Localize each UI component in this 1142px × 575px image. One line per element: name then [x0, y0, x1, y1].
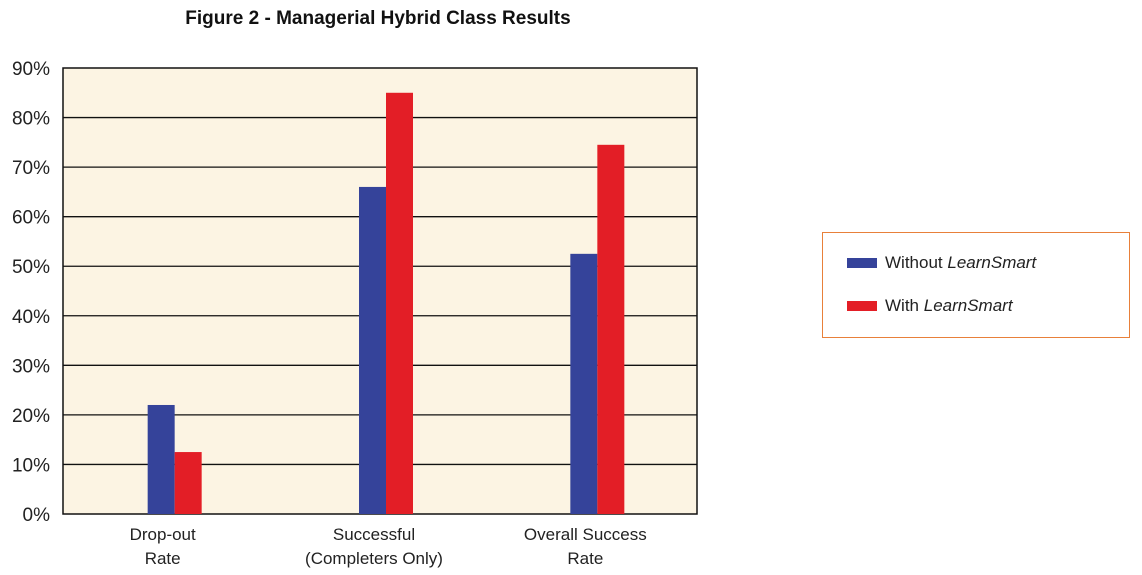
y-tick-label: 70%: [12, 158, 50, 179]
legend-label-with-emph: LearnSmart: [923, 296, 1013, 315]
legend-label-without-prefix: Without: [885, 253, 943, 272]
x-tick-label: Successful (Completers Only): [305, 525, 443, 568]
y-tick-label: 40%: [12, 307, 50, 328]
bar-without-0: [147, 404, 175, 514]
y-tick-label: 0%: [23, 505, 51, 526]
x-tick-label: Overall Success Rate: [524, 525, 647, 568]
legend-item-without: Without LearnSmart: [847, 253, 1036, 273]
y-tick-label: 80%: [12, 109, 50, 130]
legend-label-with-prefix: With: [885, 296, 919, 315]
legend: Without LearnSmart With LearnSmart: [822, 232, 1130, 338]
y-tick-label: 30%: [12, 356, 50, 377]
legend-swatch-with: [847, 301, 877, 311]
legend-label-without-emph: LearnSmart: [947, 253, 1037, 272]
bar-with-2: [597, 144, 625, 515]
y-tick-label: 60%: [12, 208, 50, 229]
legend-swatch-without: [847, 258, 877, 268]
y-tick-label: 50%: [12, 257, 50, 278]
x-tick-label: Drop-out Rate: [130, 525, 196, 568]
chart-title: Figure 2 - Managerial Hybrid Class Resul…: [185, 8, 571, 29]
y-tick-label: 10%: [12, 455, 50, 476]
bar-with-1: [386, 92, 413, 515]
legend-item-with: With LearnSmart: [847, 296, 1013, 316]
y-tick-label: 90%: [12, 59, 50, 80]
bar-without-2: [570, 253, 598, 515]
bar-with-0: [174, 452, 202, 514]
y-tick-label: 20%: [12, 406, 50, 427]
bar-without-1: [359, 186, 386, 514]
